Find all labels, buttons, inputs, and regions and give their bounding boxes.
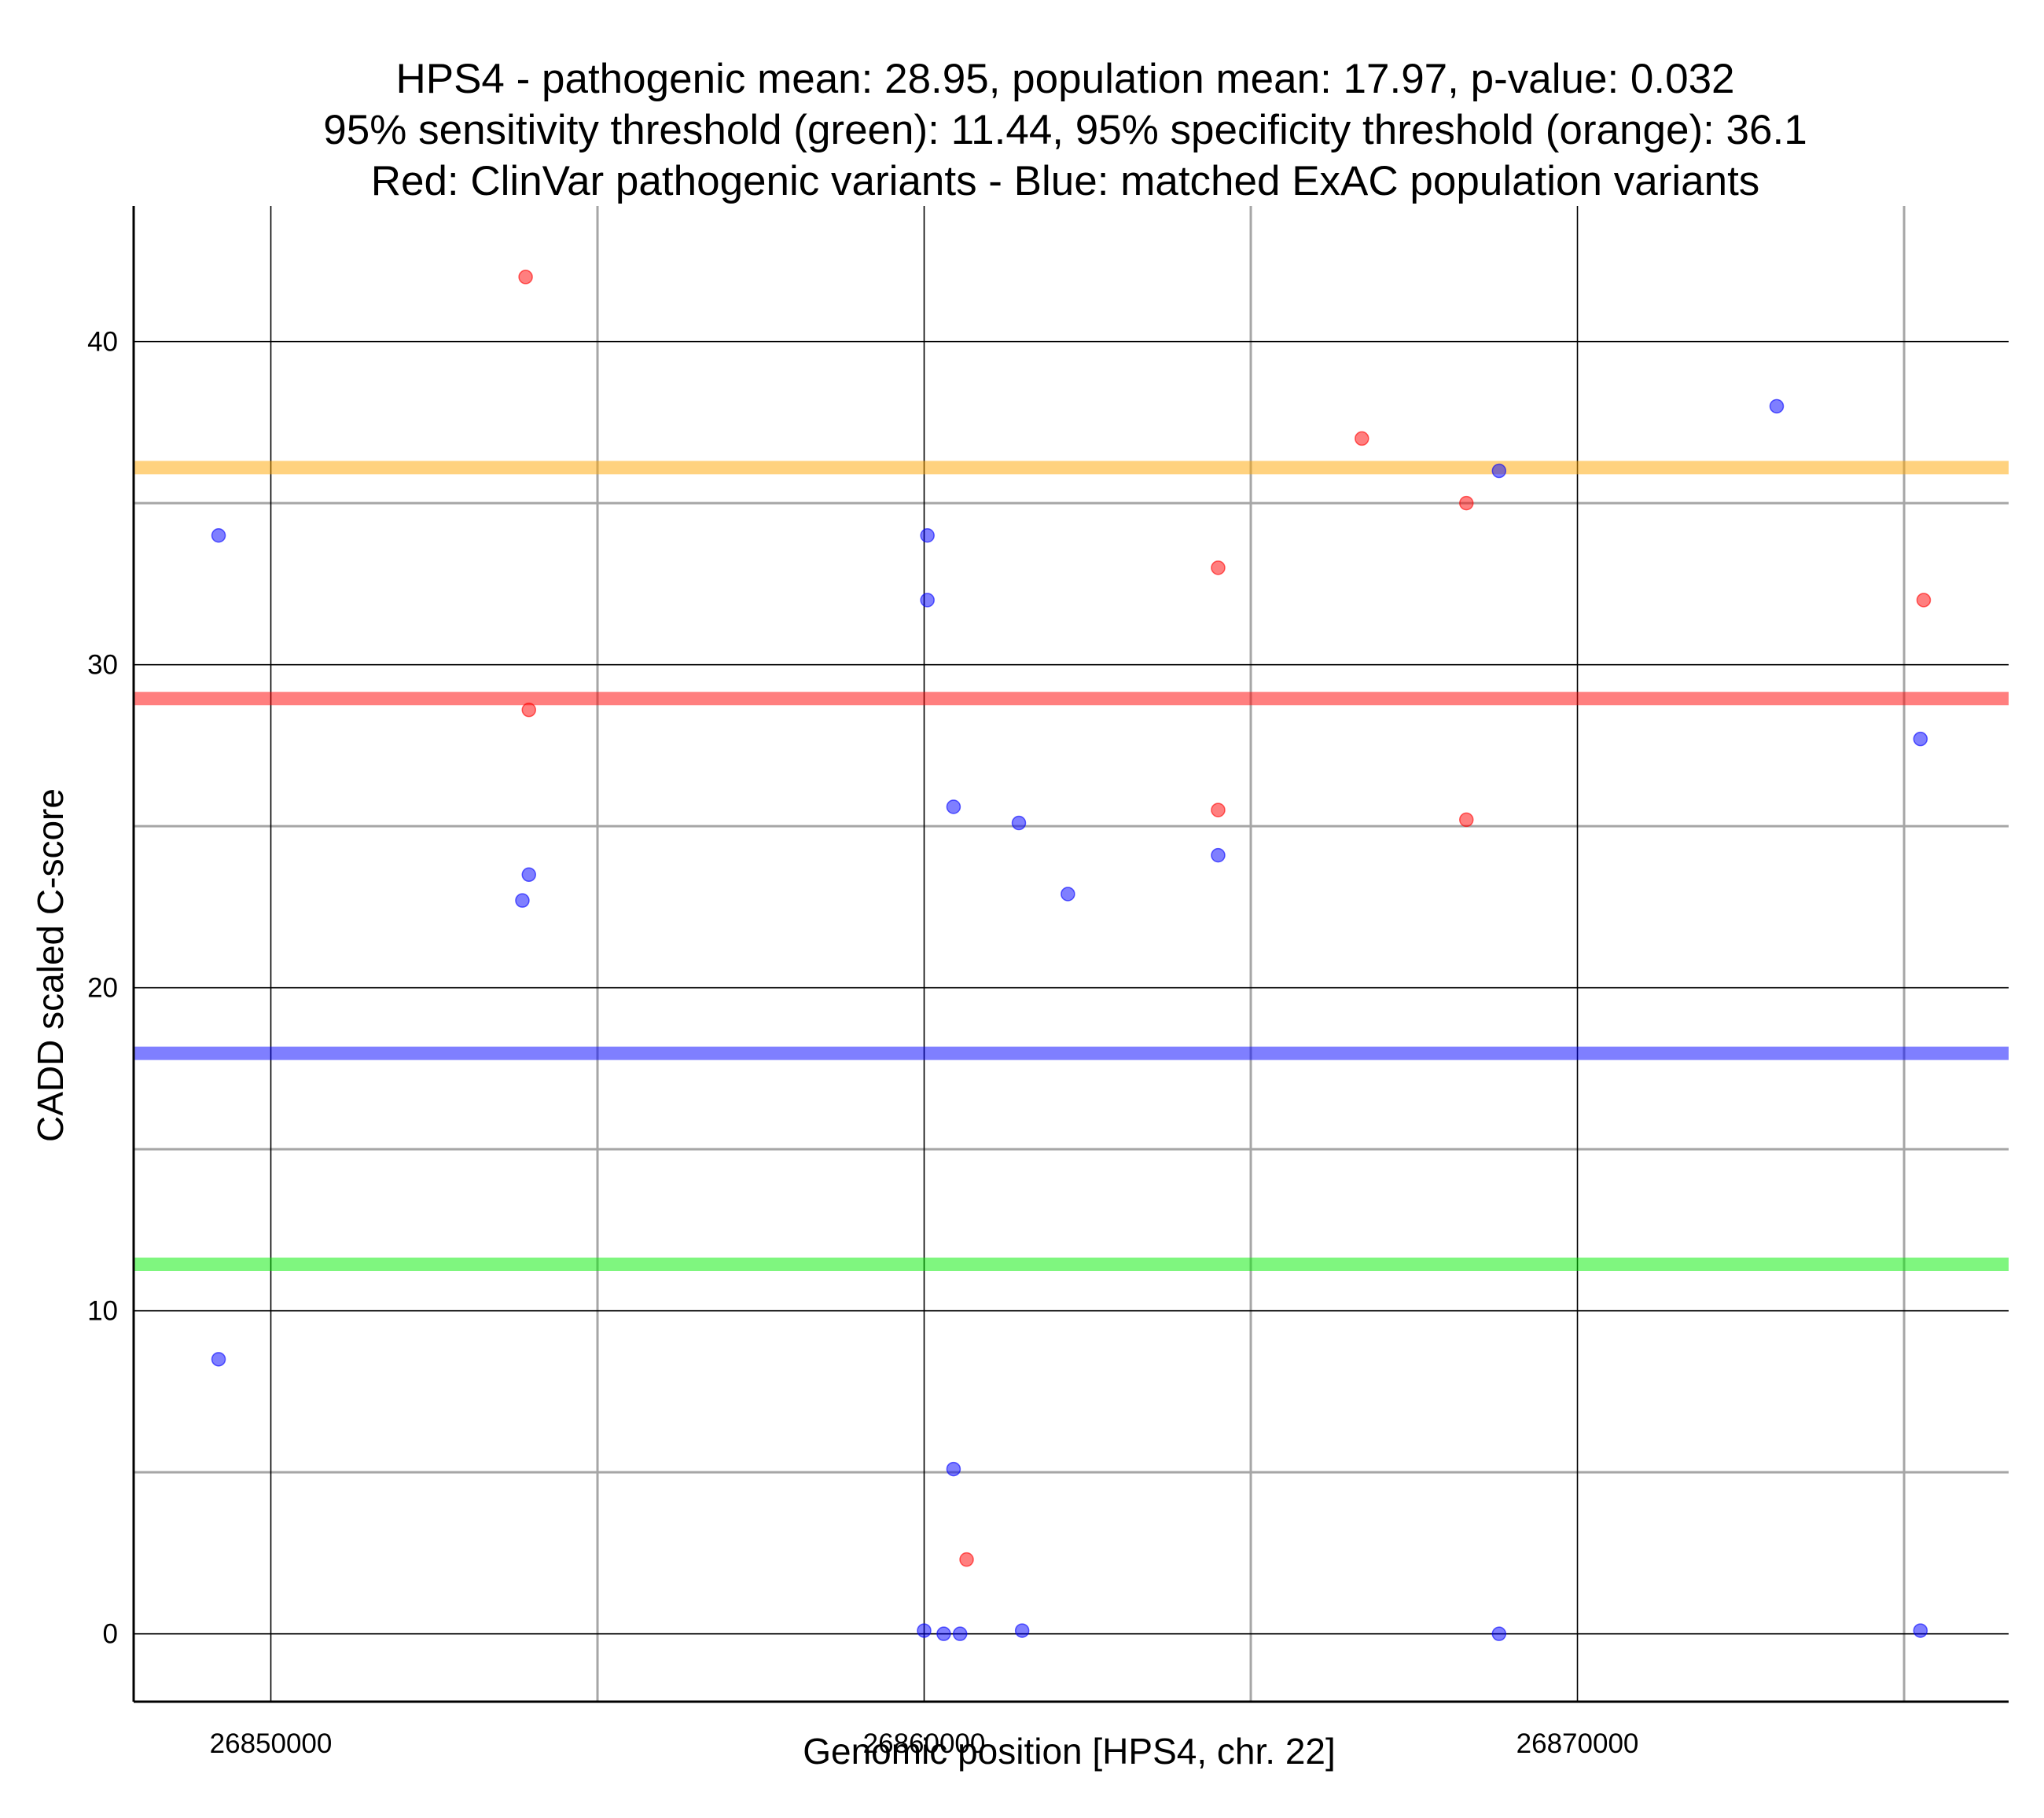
pathogenic-point bbox=[1459, 495, 1474, 511]
population-point bbox=[1491, 1626, 1507, 1641]
population-point bbox=[211, 527, 226, 543]
title-line-1: HPS4 - pathogenic mean: 28.95, populatio… bbox=[395, 56, 1734, 102]
y-tick-label: 0 bbox=[103, 1619, 118, 1650]
pathogenic-point bbox=[518, 270, 533, 285]
axes bbox=[132, 206, 2009, 1703]
title-line-3: Red: ClinVar pathogenic variants - Blue:… bbox=[371, 158, 1760, 204]
population-point bbox=[1913, 1623, 1928, 1638]
y-axis-title: CADD scaled C-score bbox=[30, 788, 71, 1142]
data-points bbox=[211, 270, 1932, 1641]
chart-title: HPS4 - pathogenic mean: 28.95, populatio… bbox=[323, 56, 1807, 204]
population-point bbox=[920, 593, 935, 608]
population-point bbox=[946, 799, 961, 814]
y-tick-label: 30 bbox=[87, 650, 118, 681]
population-point bbox=[936, 1626, 951, 1641]
population-point bbox=[521, 867, 537, 883]
population-point bbox=[1011, 815, 1027, 831]
y-tick-label: 20 bbox=[87, 973, 118, 1004]
population-point bbox=[515, 893, 530, 908]
pathogenic-point bbox=[1211, 802, 1226, 817]
pathogenic-point bbox=[1211, 560, 1226, 575]
population-point bbox=[952, 1626, 968, 1641]
population-point bbox=[1491, 463, 1507, 479]
pathogenic-point bbox=[1459, 812, 1474, 828]
x-axis-title: Genomic position [HPS4, chr. 22] bbox=[803, 1731, 1336, 1772]
population-point bbox=[1061, 887, 1075, 902]
pathogenic-point bbox=[1916, 593, 1932, 608]
tick-labels: 26850000 26860000 26870000 0 10 20 30 40 bbox=[87, 327, 1638, 1759]
population-point bbox=[1913, 731, 1928, 747]
y-tick-label: 10 bbox=[87, 1296, 118, 1327]
grid bbox=[134, 206, 2009, 1702]
population-point bbox=[1211, 847, 1226, 863]
x-tick-label: 26850000 bbox=[210, 1728, 333, 1759]
population-point bbox=[920, 527, 935, 543]
title-line-2: 95% sensitivity threshold (green): 11.44… bbox=[323, 107, 1807, 153]
reference-lines bbox=[134, 461, 2009, 1271]
x-tick-label: 26870000 bbox=[1516, 1728, 1639, 1759]
pathogenic-point bbox=[959, 1552, 974, 1567]
pathogenic-point bbox=[1355, 431, 1369, 446]
pathogenic-point bbox=[521, 702, 537, 718]
population-point bbox=[1014, 1623, 1030, 1638]
population-point bbox=[946, 1461, 961, 1477]
population-point bbox=[917, 1623, 932, 1638]
y-tick-label: 40 bbox=[87, 327, 118, 358]
population-point bbox=[211, 1352, 226, 1367]
x-tick-label: 26860000 bbox=[863, 1728, 986, 1759]
population-point bbox=[1769, 398, 1785, 414]
